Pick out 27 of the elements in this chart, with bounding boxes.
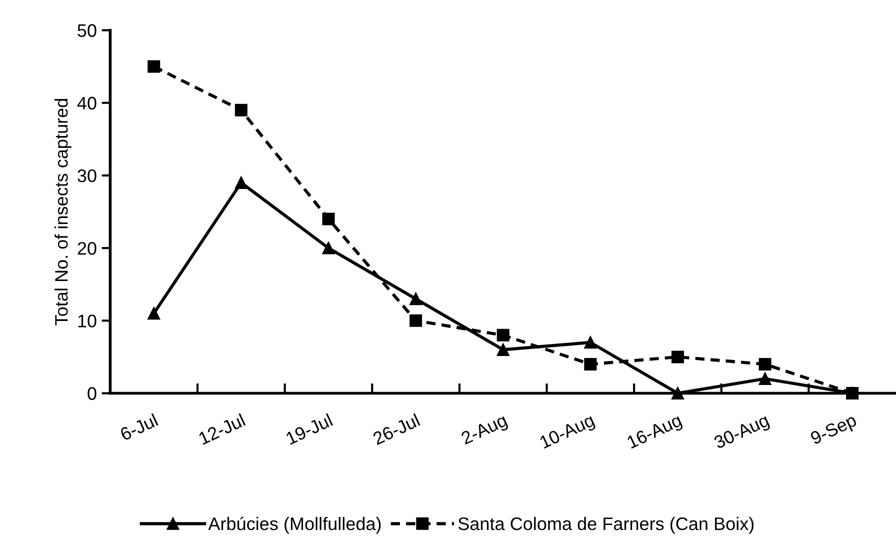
point xyxy=(410,292,422,306)
y-tick-label: 50 xyxy=(78,24,96,37)
x-tick-label: 6-Jul xyxy=(119,413,158,441)
point xyxy=(322,242,335,254)
y-tick-label: 40 xyxy=(77,96,96,110)
legend-label: Santa Coloma de Farners (Can Boix) xyxy=(458,516,754,534)
y-tick-label: 10 xyxy=(78,314,96,328)
y-axis-title: Total No. of insects captured xyxy=(54,99,72,326)
point xyxy=(584,358,597,370)
y-tick-label: 0 xyxy=(88,387,96,400)
point xyxy=(234,176,248,189)
point xyxy=(410,314,422,327)
legend-label: Arbúcies (Mollfulleda) xyxy=(208,516,381,534)
point xyxy=(496,328,510,342)
point xyxy=(758,372,772,385)
x-tick-label: 9-Sep xyxy=(810,413,859,448)
point xyxy=(671,350,684,364)
point xyxy=(496,343,510,356)
point xyxy=(322,212,335,226)
point xyxy=(148,307,160,320)
x-tick-label: 2-Aug xyxy=(460,414,510,448)
point xyxy=(234,104,248,116)
y-tick-label: 20 xyxy=(78,242,96,255)
point xyxy=(584,336,597,349)
point xyxy=(148,60,160,73)
y-tick-label: 30 xyxy=(78,169,96,182)
point xyxy=(758,358,772,370)
